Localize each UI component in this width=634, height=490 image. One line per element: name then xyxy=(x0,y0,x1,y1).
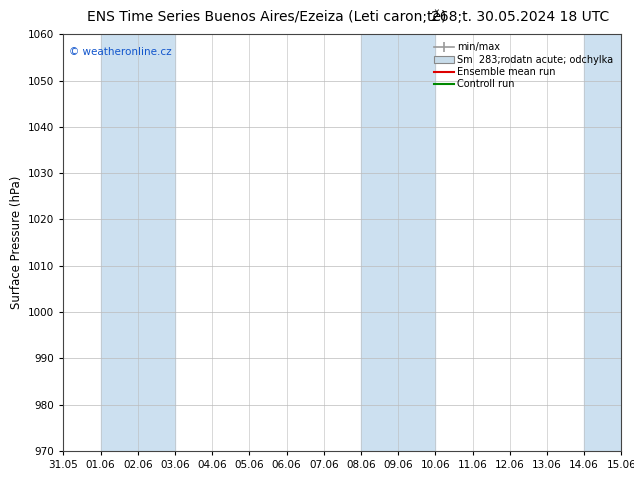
Text: ENS Time Series Buenos Aires/Ezeiza (Leti caron;tě): ENS Time Series Buenos Aires/Ezeiza (Let… xyxy=(87,10,446,24)
Bar xyxy=(361,34,436,451)
Text: © weatheronline.cz: © weatheronline.cz xyxy=(69,47,172,57)
Text: 268;t. 30.05.2024 18 UTC: 268;t. 30.05.2024 18 UTC xyxy=(430,10,609,24)
Bar xyxy=(584,34,621,451)
Y-axis label: Surface Pressure (hPa): Surface Pressure (hPa) xyxy=(10,176,23,309)
Bar xyxy=(101,34,175,451)
Legend: min/max, Sm  283;rodatn acute; odchylka, Ensemble mean run, Controll run: min/max, Sm 283;rodatn acute; odchylka, … xyxy=(431,39,616,92)
